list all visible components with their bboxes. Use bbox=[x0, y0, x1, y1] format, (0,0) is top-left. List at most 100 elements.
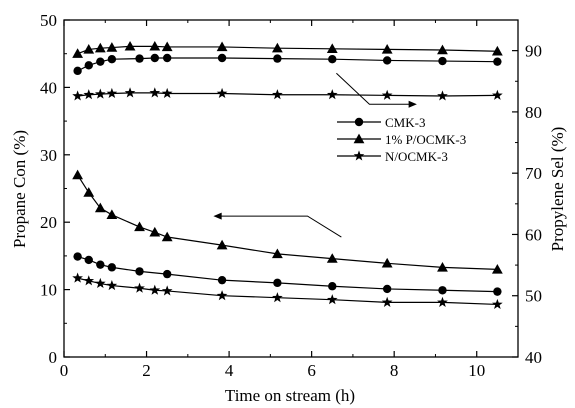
series-conversion-triangle bbox=[72, 169, 503, 274]
data-point bbox=[162, 53, 172, 63]
x-tick-label: 8 bbox=[390, 361, 399, 380]
data-point bbox=[273, 278, 282, 288]
data-point bbox=[83, 187, 95, 197]
data-point bbox=[73, 252, 82, 261]
data-point bbox=[438, 286, 447, 295]
data-point bbox=[94, 42, 106, 53]
data-point bbox=[149, 40, 161, 51]
legend: CMK-3 1% P/OCMK-3 N/OCMK-3 bbox=[337, 115, 466, 164]
data-point bbox=[382, 284, 392, 294]
data-point bbox=[161, 285, 173, 296]
data-point bbox=[271, 42, 283, 53]
data-point bbox=[326, 89, 338, 100]
data-point bbox=[73, 66, 82, 76]
y-left-tick-label: 10 bbox=[40, 281, 57, 300]
y-right-tick-label: 50 bbox=[525, 287, 542, 306]
data-point bbox=[216, 290, 228, 301]
series-conversion-star bbox=[72, 272, 503, 309]
arrow-left-head bbox=[213, 212, 222, 220]
data-point bbox=[438, 56, 447, 66]
data-point bbox=[272, 292, 283, 303]
data-point bbox=[149, 226, 161, 237]
data-point bbox=[96, 57, 105, 66]
data-point bbox=[72, 169, 84, 180]
data-point bbox=[161, 41, 173, 52]
data-point bbox=[437, 296, 448, 307]
data-point bbox=[72, 90, 83, 101]
series-line bbox=[77, 92, 498, 97]
data-point bbox=[326, 294, 338, 305]
data-point bbox=[437, 44, 448, 55]
data-point bbox=[273, 54, 282, 63]
legend-item: N/OCMK-3 bbox=[337, 149, 448, 164]
y-left-tick-label: 50 bbox=[40, 11, 57, 30]
legend-marker bbox=[353, 133, 365, 144]
data-point bbox=[106, 279, 118, 291]
series-selectivity-star bbox=[72, 87, 503, 101]
arrow-right-head bbox=[408, 100, 417, 108]
data-point bbox=[135, 54, 144, 63]
x-tick-label: 10 bbox=[468, 361, 485, 380]
data-point bbox=[161, 231, 173, 242]
legend-item: CMK-3 bbox=[337, 115, 425, 130]
data-point bbox=[106, 87, 118, 99]
data-point bbox=[326, 43, 338, 54]
data-point bbox=[94, 88, 106, 99]
data-point bbox=[216, 41, 228, 52]
plot-frame bbox=[63, 19, 519, 358]
data-point bbox=[84, 61, 93, 70]
data-point bbox=[216, 87, 228, 99]
annotation-layer bbox=[213, 72, 417, 238]
data-point bbox=[106, 209, 118, 219]
arrow-left-line bbox=[217, 215, 342, 238]
data-point bbox=[217, 275, 227, 285]
data-point bbox=[135, 267, 144, 276]
x-tick-label: 4 bbox=[225, 361, 234, 380]
x-tick-label: 2 bbox=[142, 361, 151, 380]
x-tick-label: 0 bbox=[60, 361, 69, 380]
y-left-tick-label: 30 bbox=[40, 146, 57, 165]
data-point bbox=[492, 298, 503, 309]
data-point bbox=[491, 263, 503, 274]
y-axis-right-label: Propylene Sel (%) bbox=[548, 127, 567, 252]
data-point bbox=[492, 89, 503, 100]
data-point bbox=[326, 253, 338, 263]
data-point bbox=[83, 275, 95, 286]
legend-label: CMK-3 bbox=[385, 115, 425, 130]
series-line bbox=[77, 277, 498, 306]
data-point bbox=[161, 87, 173, 99]
data-point bbox=[96, 260, 105, 269]
legend-item: 1% P/OCMK-3 bbox=[337, 132, 466, 147]
data-point bbox=[271, 248, 283, 259]
data-point bbox=[149, 284, 161, 295]
y-right-tick-label: 60 bbox=[525, 225, 542, 244]
data-point bbox=[134, 282, 145, 293]
x-tick-label: 6 bbox=[307, 361, 316, 380]
data-point bbox=[491, 45, 503, 56]
data-point bbox=[437, 90, 448, 101]
data-point bbox=[328, 55, 337, 64]
data-point bbox=[83, 89, 95, 100]
legend-marker bbox=[354, 117, 364, 127]
data-point bbox=[84, 255, 93, 265]
series-line bbox=[77, 174, 498, 270]
data-point bbox=[216, 239, 228, 250]
data-point bbox=[94, 202, 106, 213]
series-layer bbox=[72, 40, 503, 309]
data-point bbox=[328, 282, 337, 291]
data-point bbox=[106, 42, 118, 52]
data-point bbox=[124, 40, 136, 51]
arrow-right-line bbox=[336, 72, 413, 105]
data-point bbox=[107, 263, 117, 272]
data-point bbox=[124, 87, 136, 98]
data-point bbox=[83, 44, 95, 54]
data-point bbox=[493, 57, 502, 66]
data-point bbox=[381, 296, 393, 307]
data-point bbox=[381, 44, 393, 54]
data-point bbox=[72, 48, 84, 58]
axes-layer: 0 2 4 6 8 10 0 10 20 30 40 50 40 50 60 70 80 90 bbox=[40, 11, 542, 380]
data-point bbox=[493, 287, 502, 296]
x-axis-label: Time on stream (h) bbox=[225, 386, 355, 405]
data-point bbox=[217, 53, 227, 63]
